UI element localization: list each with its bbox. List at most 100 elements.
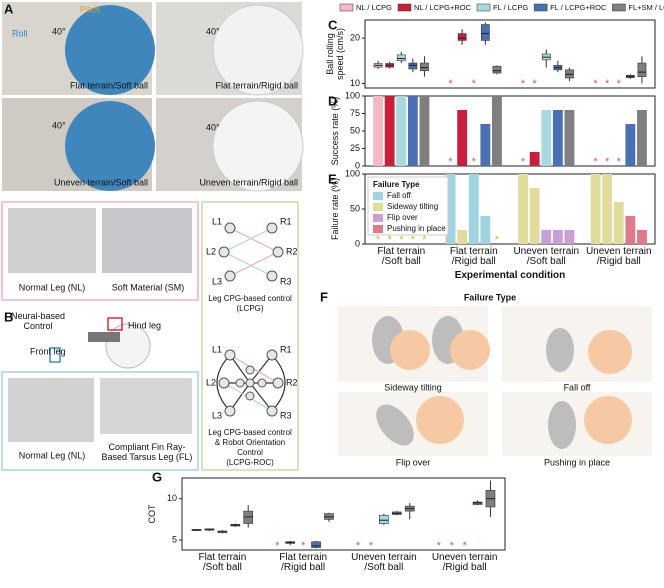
missing-marker: * bbox=[605, 156, 610, 168]
hind-leg-label: Hind leg bbox=[128, 320, 161, 330]
bar-segment bbox=[541, 230, 552, 244]
missing-marker: * bbox=[388, 234, 393, 246]
missing-marker: * bbox=[521, 156, 526, 168]
hind-leg-marker bbox=[107, 317, 123, 331]
legend-swatch bbox=[533, 3, 548, 12]
robot bbox=[546, 328, 574, 372]
leg-node-label: R1 bbox=[280, 216, 292, 226]
bar-segment bbox=[613, 202, 624, 244]
y-tick-label: 0 bbox=[355, 160, 360, 170]
robot bbox=[376, 404, 414, 446]
missing-marker: * bbox=[533, 78, 538, 90]
leg-node-label: L1 bbox=[212, 344, 222, 354]
missing-marker: * bbox=[275, 540, 280, 552]
ball bbox=[212, 100, 304, 192]
box bbox=[420, 62, 429, 72]
bar bbox=[384, 96, 395, 166]
photo bbox=[8, 378, 94, 442]
y-tick-label: 50 bbox=[350, 125, 360, 135]
bar bbox=[373, 96, 383, 166]
panel-label: A bbox=[4, 1, 14, 16]
bar bbox=[396, 96, 407, 166]
missing-marker: * bbox=[369, 540, 374, 552]
cpg-nodes bbox=[218, 222, 284, 417]
panel-label: E bbox=[328, 171, 337, 186]
bar-segment bbox=[468, 174, 479, 244]
plot-frame bbox=[181, 477, 506, 551]
x-tick-label: Uneven terrain /Rigid ball bbox=[431, 552, 498, 573]
robot bbox=[88, 332, 120, 342]
missing-marker: * bbox=[422, 234, 427, 246]
missing-marker: * bbox=[593, 78, 598, 90]
panel-b: Normal Leg (NL) Soft Material (SM) Hind … bbox=[1, 201, 299, 471]
ball bbox=[584, 396, 632, 444]
x-tick-label: Flat terrain /Soft ball bbox=[198, 552, 247, 573]
bar-segment bbox=[564, 230, 575, 244]
failure-title: Failure Type bbox=[464, 292, 516, 302]
roll-label: Roll bbox=[12, 28, 28, 38]
ball bbox=[416, 396, 464, 444]
missing-marker: * bbox=[450, 540, 455, 552]
y-axis-label: Success rate (%) bbox=[330, 96, 340, 166]
angle-label: 40° bbox=[206, 26, 220, 36]
bar bbox=[552, 110, 563, 166]
legend-label: NL / LCPG bbox=[356, 3, 392, 12]
bar-segment bbox=[552, 230, 563, 244]
y-tick-label: 0 bbox=[355, 238, 360, 248]
legend-label: Flip over bbox=[387, 213, 418, 222]
missing-marker: * bbox=[617, 78, 622, 90]
legend-label: FL / LCPG bbox=[493, 3, 528, 12]
front-leg-label: Front leg bbox=[30, 346, 66, 356]
bar-segment bbox=[637, 230, 647, 244]
legend-swatch bbox=[373, 214, 383, 222]
angle-label: 40° bbox=[52, 120, 66, 130]
bar-segment bbox=[445, 174, 456, 244]
legend-swatch bbox=[612, 3, 626, 12]
leg-node-label: L2 bbox=[206, 377, 216, 387]
box bbox=[457, 33, 467, 41]
bar bbox=[419, 96, 430, 166]
legend-label: Fall off bbox=[387, 191, 412, 200]
legend-swatch bbox=[339, 3, 354, 12]
failure-label: Fall off bbox=[564, 382, 591, 392]
photo-caption: Normal Leg (NL) bbox=[19, 282, 86, 292]
x-tick-label: Flat terrain /Soft ball bbox=[377, 246, 426, 267]
box bbox=[492, 65, 502, 74]
ball bbox=[65, 101, 155, 191]
y-axis-label: COT bbox=[147, 504, 157, 524]
y-tick-label: 10 bbox=[350, 78, 360, 88]
failure-label: Sideway tilting bbox=[384, 382, 442, 392]
missing-marker: * bbox=[605, 78, 610, 90]
missing-marker: * bbox=[411, 234, 416, 246]
legend-swatch bbox=[397, 3, 412, 12]
photo-caption: Compliant Fin Ray- Based Tarsus Leg (FL) bbox=[101, 442, 193, 462]
leg-node-label: L3 bbox=[212, 410, 222, 420]
missing-marker: * bbox=[301, 540, 306, 552]
ball bbox=[450, 330, 490, 370]
y-tick-label: 5 bbox=[172, 534, 177, 544]
legend-swatch bbox=[476, 3, 491, 12]
leg-node-label: R2 bbox=[286, 377, 298, 387]
x-axis-label: Experimental condition bbox=[454, 270, 566, 281]
panel-f: Failure Type Sideway tilting Fall off Fl… bbox=[338, 292, 652, 467]
legend-label: Sideway tilting bbox=[387, 202, 438, 211]
missing-marker: * bbox=[472, 78, 477, 90]
photo-caption: Uneven terrain/Soft ball bbox=[54, 177, 148, 187]
y-tick-label: 100 bbox=[345, 90, 360, 100]
leg-node-label: L2 bbox=[206, 246, 216, 256]
missing-marker: * bbox=[617, 156, 622, 168]
bar-segment bbox=[480, 216, 491, 244]
soft-box bbox=[1, 201, 199, 301]
ball bbox=[588, 330, 632, 374]
y-axis-label: Failure rate (%) bbox=[330, 177, 340, 241]
leg-node-label: R3 bbox=[280, 276, 292, 286]
missing-marker: * bbox=[462, 540, 467, 552]
leg-box bbox=[1, 371, 199, 471]
front-leg-marker bbox=[49, 347, 61, 363]
bar bbox=[457, 110, 468, 166]
y-tick-label: 25 bbox=[350, 143, 360, 153]
panel-a: Pitch Roll 40° 40° 40° 40° Flat terrain/… bbox=[2, 2, 304, 192]
legend-title: Failure Type bbox=[373, 180, 420, 189]
missing-marker: * bbox=[376, 234, 381, 246]
photo-caption: Soft Material (SM) bbox=[112, 282, 185, 292]
